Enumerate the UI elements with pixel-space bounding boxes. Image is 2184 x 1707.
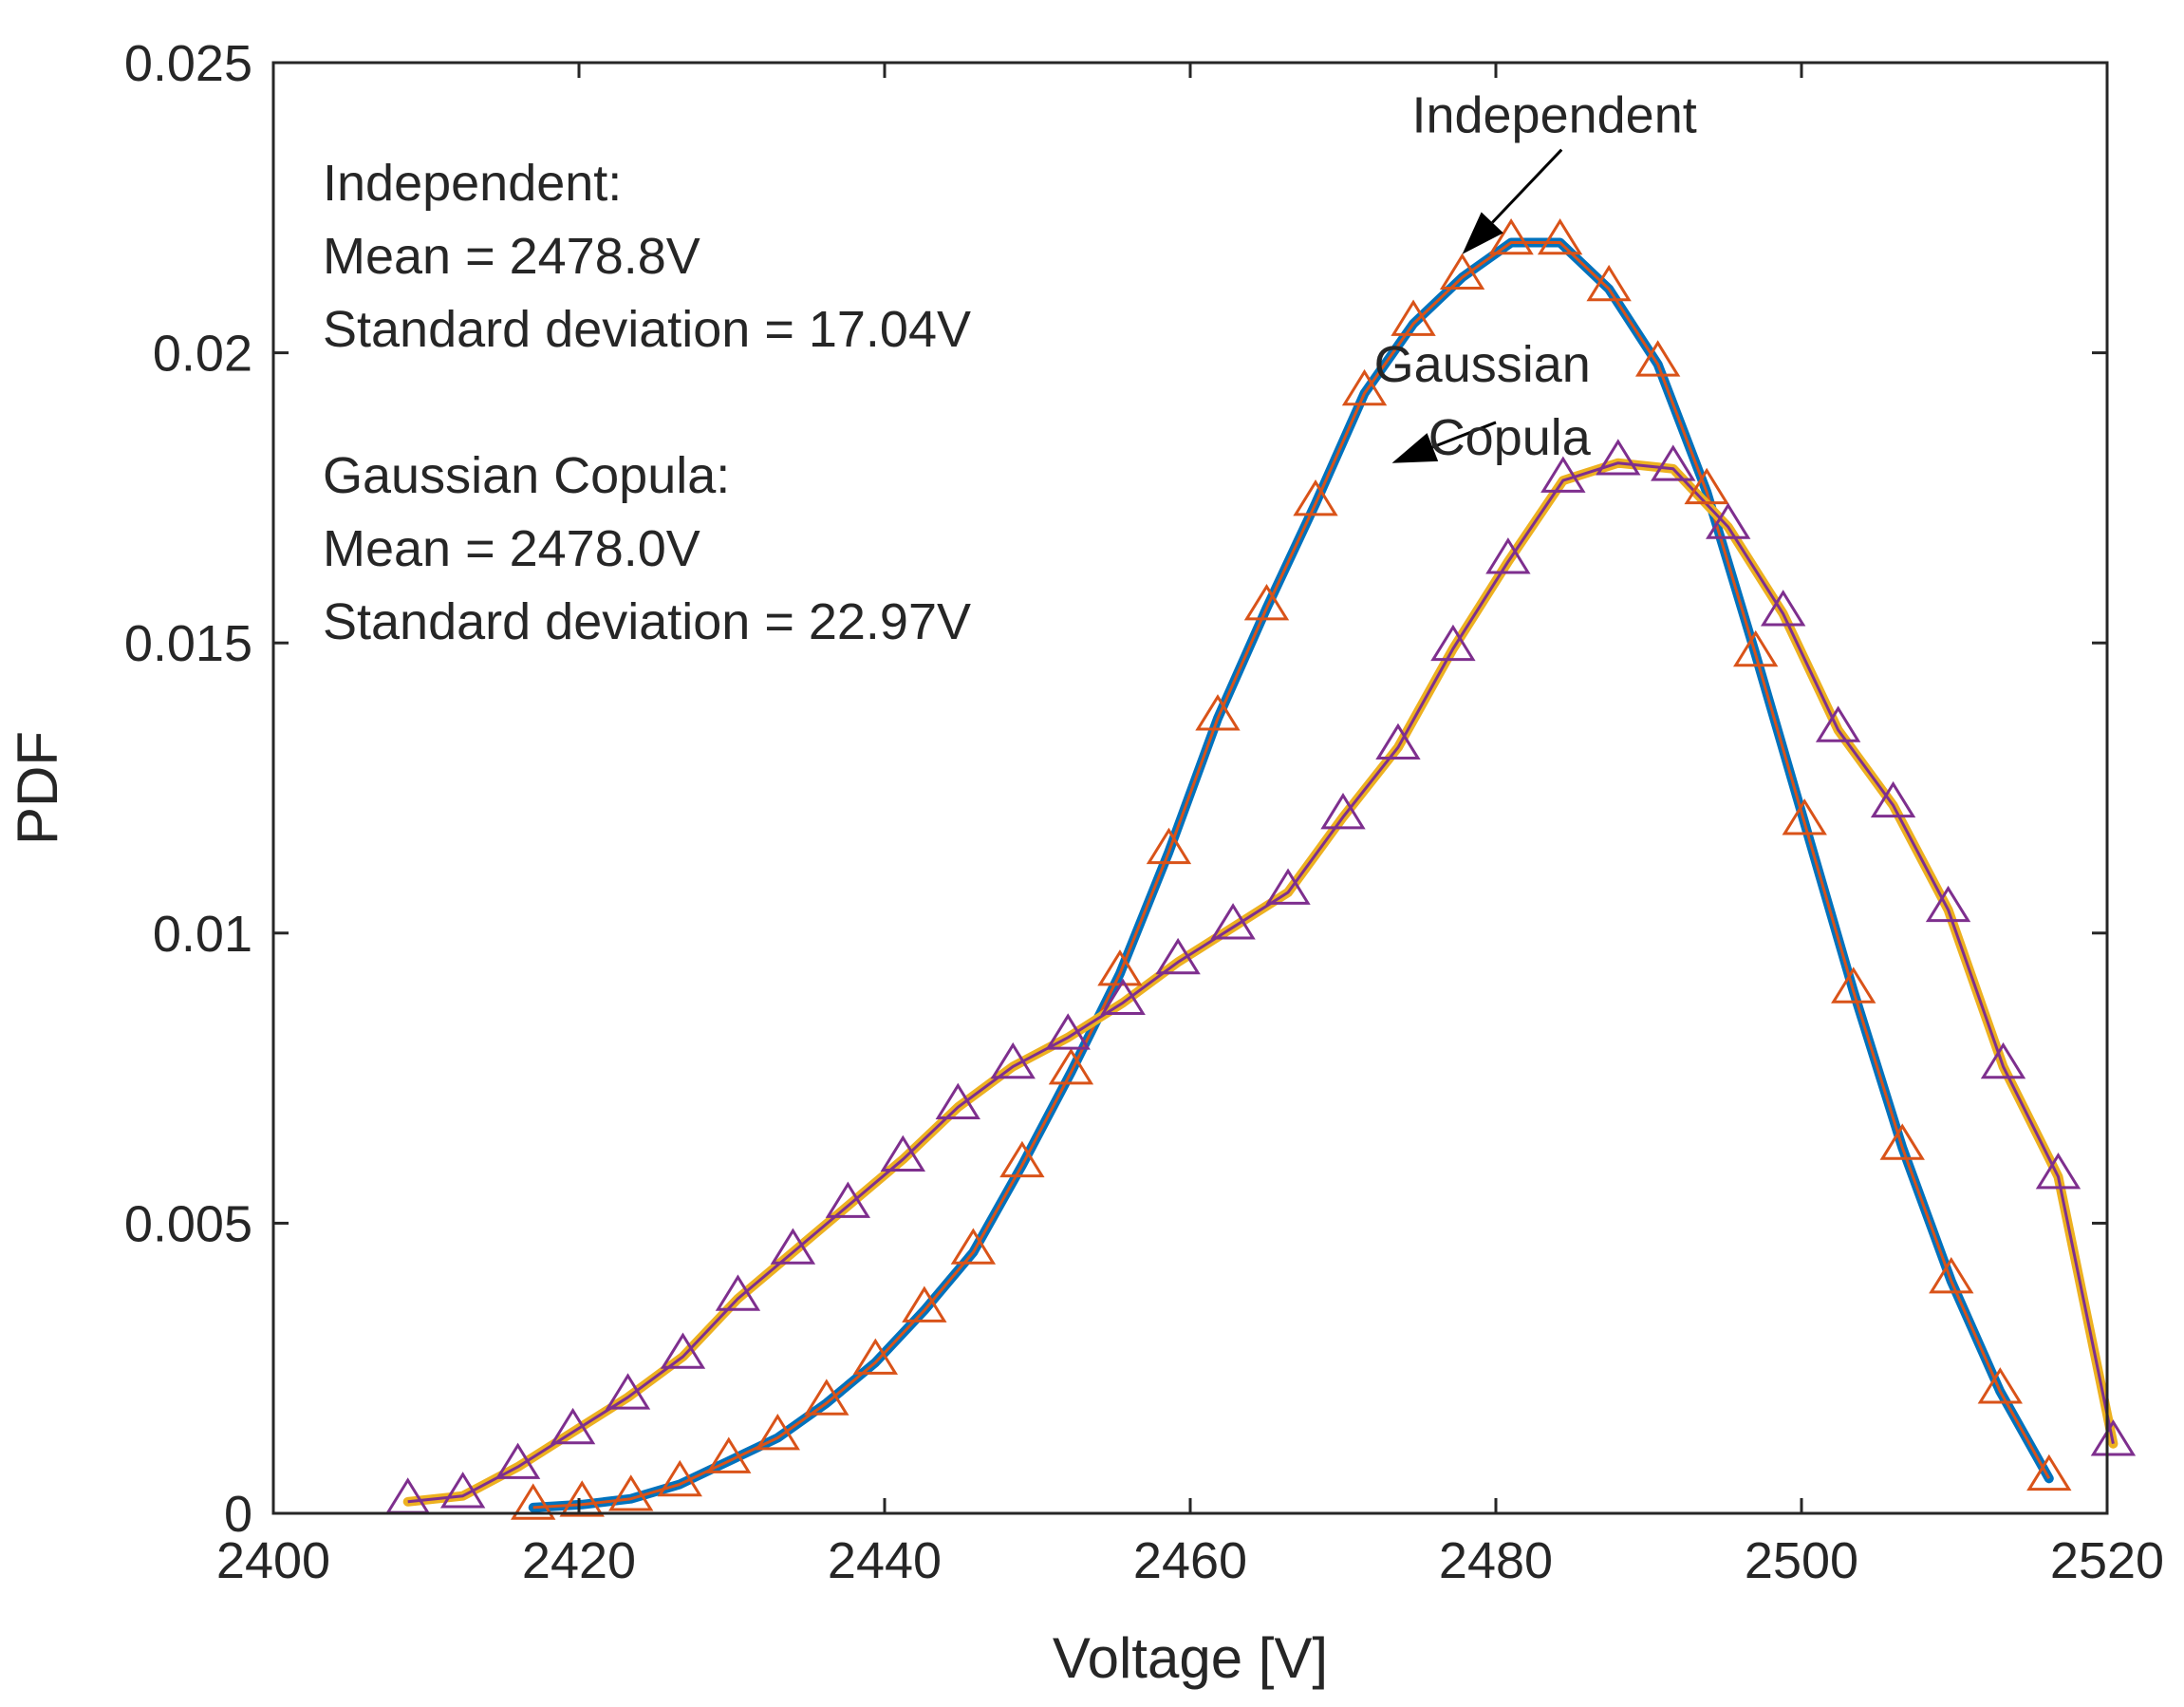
- callout-annotations: Independent Gaussian Copula: [1374, 86, 1697, 466]
- independent-point: [1977, 1367, 2023, 1404]
- gaussian-copula-point: [550, 1407, 596, 1445]
- axis-tick-labels: 2400 2420 2440 2460 2480 2500 2520 0 0.005 0.01 0.…: [124, 35, 2164, 1589]
- independent-point: [2026, 1454, 2072, 1491]
- independent-point: [1391, 299, 1436, 336]
- gaussian-copula-point: [1980, 1041, 2026, 1079]
- independent-point: [657, 1459, 702, 1497]
- gaussian-copula-point: [1706, 502, 1751, 539]
- stats-line: Gaussian Copula:: [323, 447, 730, 504]
- x-tick-label: 2500: [1745, 1532, 1858, 1589]
- y-axis-title: PDF: [6, 731, 69, 845]
- independent-point: [1684, 467, 1729, 505]
- x-tick-label: 2460: [1133, 1532, 1247, 1589]
- independent-point: [1537, 217, 1583, 255]
- stats-annotation: Independent: Mean = 2478.8V Standard devia…: [323, 155, 971, 650]
- callout-arrow-shaft: [1431, 421, 1497, 449]
- independent-point: [608, 1474, 654, 1511]
- y-tick-label: 0.015: [124, 615, 252, 672]
- gaussian-copula-point: [880, 1135, 926, 1172]
- gaussian-copula-point: [1815, 705, 1861, 742]
- independent-point: [1195, 694, 1241, 731]
- x-tick-label: 2440: [828, 1532, 942, 1589]
- gaussian-copula-point: [1485, 537, 1531, 574]
- gaussian-copula-point: [439, 1472, 486, 1509]
- x-tick-label: 2400: [216, 1532, 330, 1589]
- independent-point: [804, 1379, 849, 1416]
- gaussian-copula-point: [1155, 937, 1201, 975]
- independent-point: [1048, 1047, 1094, 1085]
- independent-point: [1439, 253, 1485, 290]
- independent-point: [1733, 629, 1779, 667]
- gaussian-copula-point: [605, 1373, 651, 1410]
- callout-label: Gaussian: [1374, 336, 1591, 393]
- gaussian-copula-point: [1651, 444, 1696, 481]
- x-tick-label: 2420: [522, 1532, 636, 1589]
- callout-label: Independent: [1411, 86, 1696, 143]
- x-tick-label: 2480: [1439, 1532, 1553, 1589]
- callout-arrowhead: [1391, 433, 1439, 463]
- independent-point: [1488, 217, 1534, 255]
- callout-label: Copula: [1428, 409, 1592, 466]
- gaussian-copula-point: [715, 1274, 761, 1311]
- independent-point: [902, 1285, 947, 1322]
- independent-point: [1586, 264, 1632, 302]
- independent-point: [950, 1228, 997, 1265]
- independent-point: [1634, 340, 1681, 377]
- independent-point: [706, 1436, 752, 1473]
- y-tick-label: 0.025: [124, 35, 252, 92]
- gaussian-copula-point: [495, 1442, 541, 1479]
- independent-point: [1929, 1256, 1974, 1294]
- gaussian-copula-point: [1265, 868, 1311, 905]
- gaussian-copula-point: [1870, 780, 1916, 818]
- independent-point: [1831, 966, 1876, 1004]
- callout-arrow-shaft: [1491, 148, 1563, 224]
- y-tick-label: 0.01: [153, 906, 252, 963]
- gaussian-copula-point: [1210, 903, 1256, 940]
- gaussian-copula-point: [1100, 978, 1146, 1015]
- series-markers: [384, 217, 2137, 1520]
- independent-point: [1782, 798, 1827, 835]
- gaussian-copula-point: [1045, 1013, 1091, 1050]
- gaussian-copula-point: [2090, 1419, 2137, 1456]
- gaussian-copula-point: [990, 1041, 1036, 1079]
- stats-line: Standard deviation = 17.04V: [323, 301, 971, 358]
- x-tick-label: 2520: [2050, 1532, 2164, 1589]
- gaussian-copula-point: [935, 1082, 980, 1119]
- x-axis-title: Voltage [V]: [1053, 1626, 1328, 1690]
- independent-point: [1341, 368, 1388, 406]
- stats-line: Standard deviation = 22.97V: [323, 593, 971, 650]
- gaussian-copula-point: [2035, 1152, 2081, 1190]
- axis-ticks: [271, 61, 2109, 1515]
- independent-point: [511, 1483, 556, 1520]
- y-tick-label: 0.005: [124, 1195, 252, 1252]
- gaussian-copula-point: [1760, 590, 1806, 627]
- gaussian-copula-point: [1375, 722, 1421, 760]
- independent-point: [755, 1414, 800, 1451]
- gaussian-copula-point: [1540, 456, 1586, 493]
- gaussian-copula-point: [1925, 885, 1971, 923]
- independent-point: [1146, 827, 1192, 865]
- gaussian-copula-line-inner: [407, 461, 2115, 1504]
- gaussian-copula-point: [1430, 624, 1476, 662]
- y-tick-label: 0.02: [153, 326, 252, 383]
- independent-point: [559, 1480, 605, 1517]
- independent-point: [999, 1140, 1045, 1178]
- stats-line: Independent:: [323, 155, 622, 212]
- gaussian-copula-point: [660, 1332, 706, 1369]
- gaussian-copula-point: [770, 1228, 816, 1265]
- stats-line: Mean = 2478.8V: [323, 228, 700, 285]
- independent-point: [1243, 584, 1290, 621]
- stats-line: Mean = 2478.0V: [323, 520, 700, 577]
- callout-arrowhead: [1462, 212, 1503, 254]
- y-tick-label: 0: [224, 1486, 252, 1543]
- series-lines: [402, 237, 2119, 1512]
- independent-point: [852, 1338, 899, 1375]
- independent-point: [1293, 478, 1338, 516]
- gaussian-copula-point: [1596, 439, 1641, 476]
- gaussian-copula-point: [1320, 793, 1366, 830]
- gaussian-copula-point: [825, 1181, 871, 1218]
- independent-point: [1879, 1123, 1925, 1160]
